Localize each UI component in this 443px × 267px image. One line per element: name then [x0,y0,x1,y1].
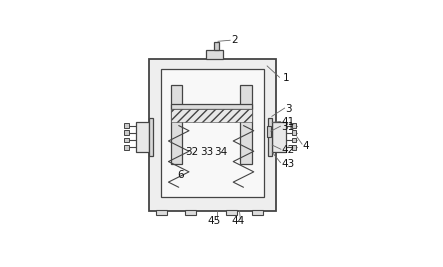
Text: 43: 43 [281,159,294,169]
Bar [124,123,129,128]
Text: 33: 33 [200,147,213,157]
Text: 34: 34 [214,147,228,157]
Text: 3: 3 [286,104,292,113]
Bar [252,210,263,215]
Bar [124,130,129,135]
Bar [185,210,196,215]
Bar [124,145,129,150]
Bar [206,49,223,59]
Text: 44: 44 [231,216,245,226]
Bar [171,109,252,123]
Bar [171,104,252,109]
Bar [161,69,264,197]
Text: 1: 1 [283,73,289,83]
Bar [241,85,252,164]
Bar [292,145,296,150]
Text: 41: 41 [281,117,294,127]
Bar [292,130,296,135]
Bar [267,125,271,137]
Bar [149,59,276,211]
Text: 2: 2 [231,35,238,45]
Text: 6: 6 [178,170,184,180]
Text: 4: 4 [303,140,309,151]
Bar [214,42,219,49]
Bar [124,138,129,142]
Bar [292,123,296,128]
Text: 45: 45 [207,216,220,226]
Bar [149,118,153,156]
Bar [292,138,296,142]
Bar [171,85,182,164]
Bar [268,118,272,156]
Bar [272,123,286,152]
Bar [136,123,149,152]
Bar [156,210,167,215]
Bar [226,210,237,215]
Text: 42: 42 [281,145,295,155]
Text: 32: 32 [186,147,199,157]
Text: 31: 31 [281,121,294,132]
